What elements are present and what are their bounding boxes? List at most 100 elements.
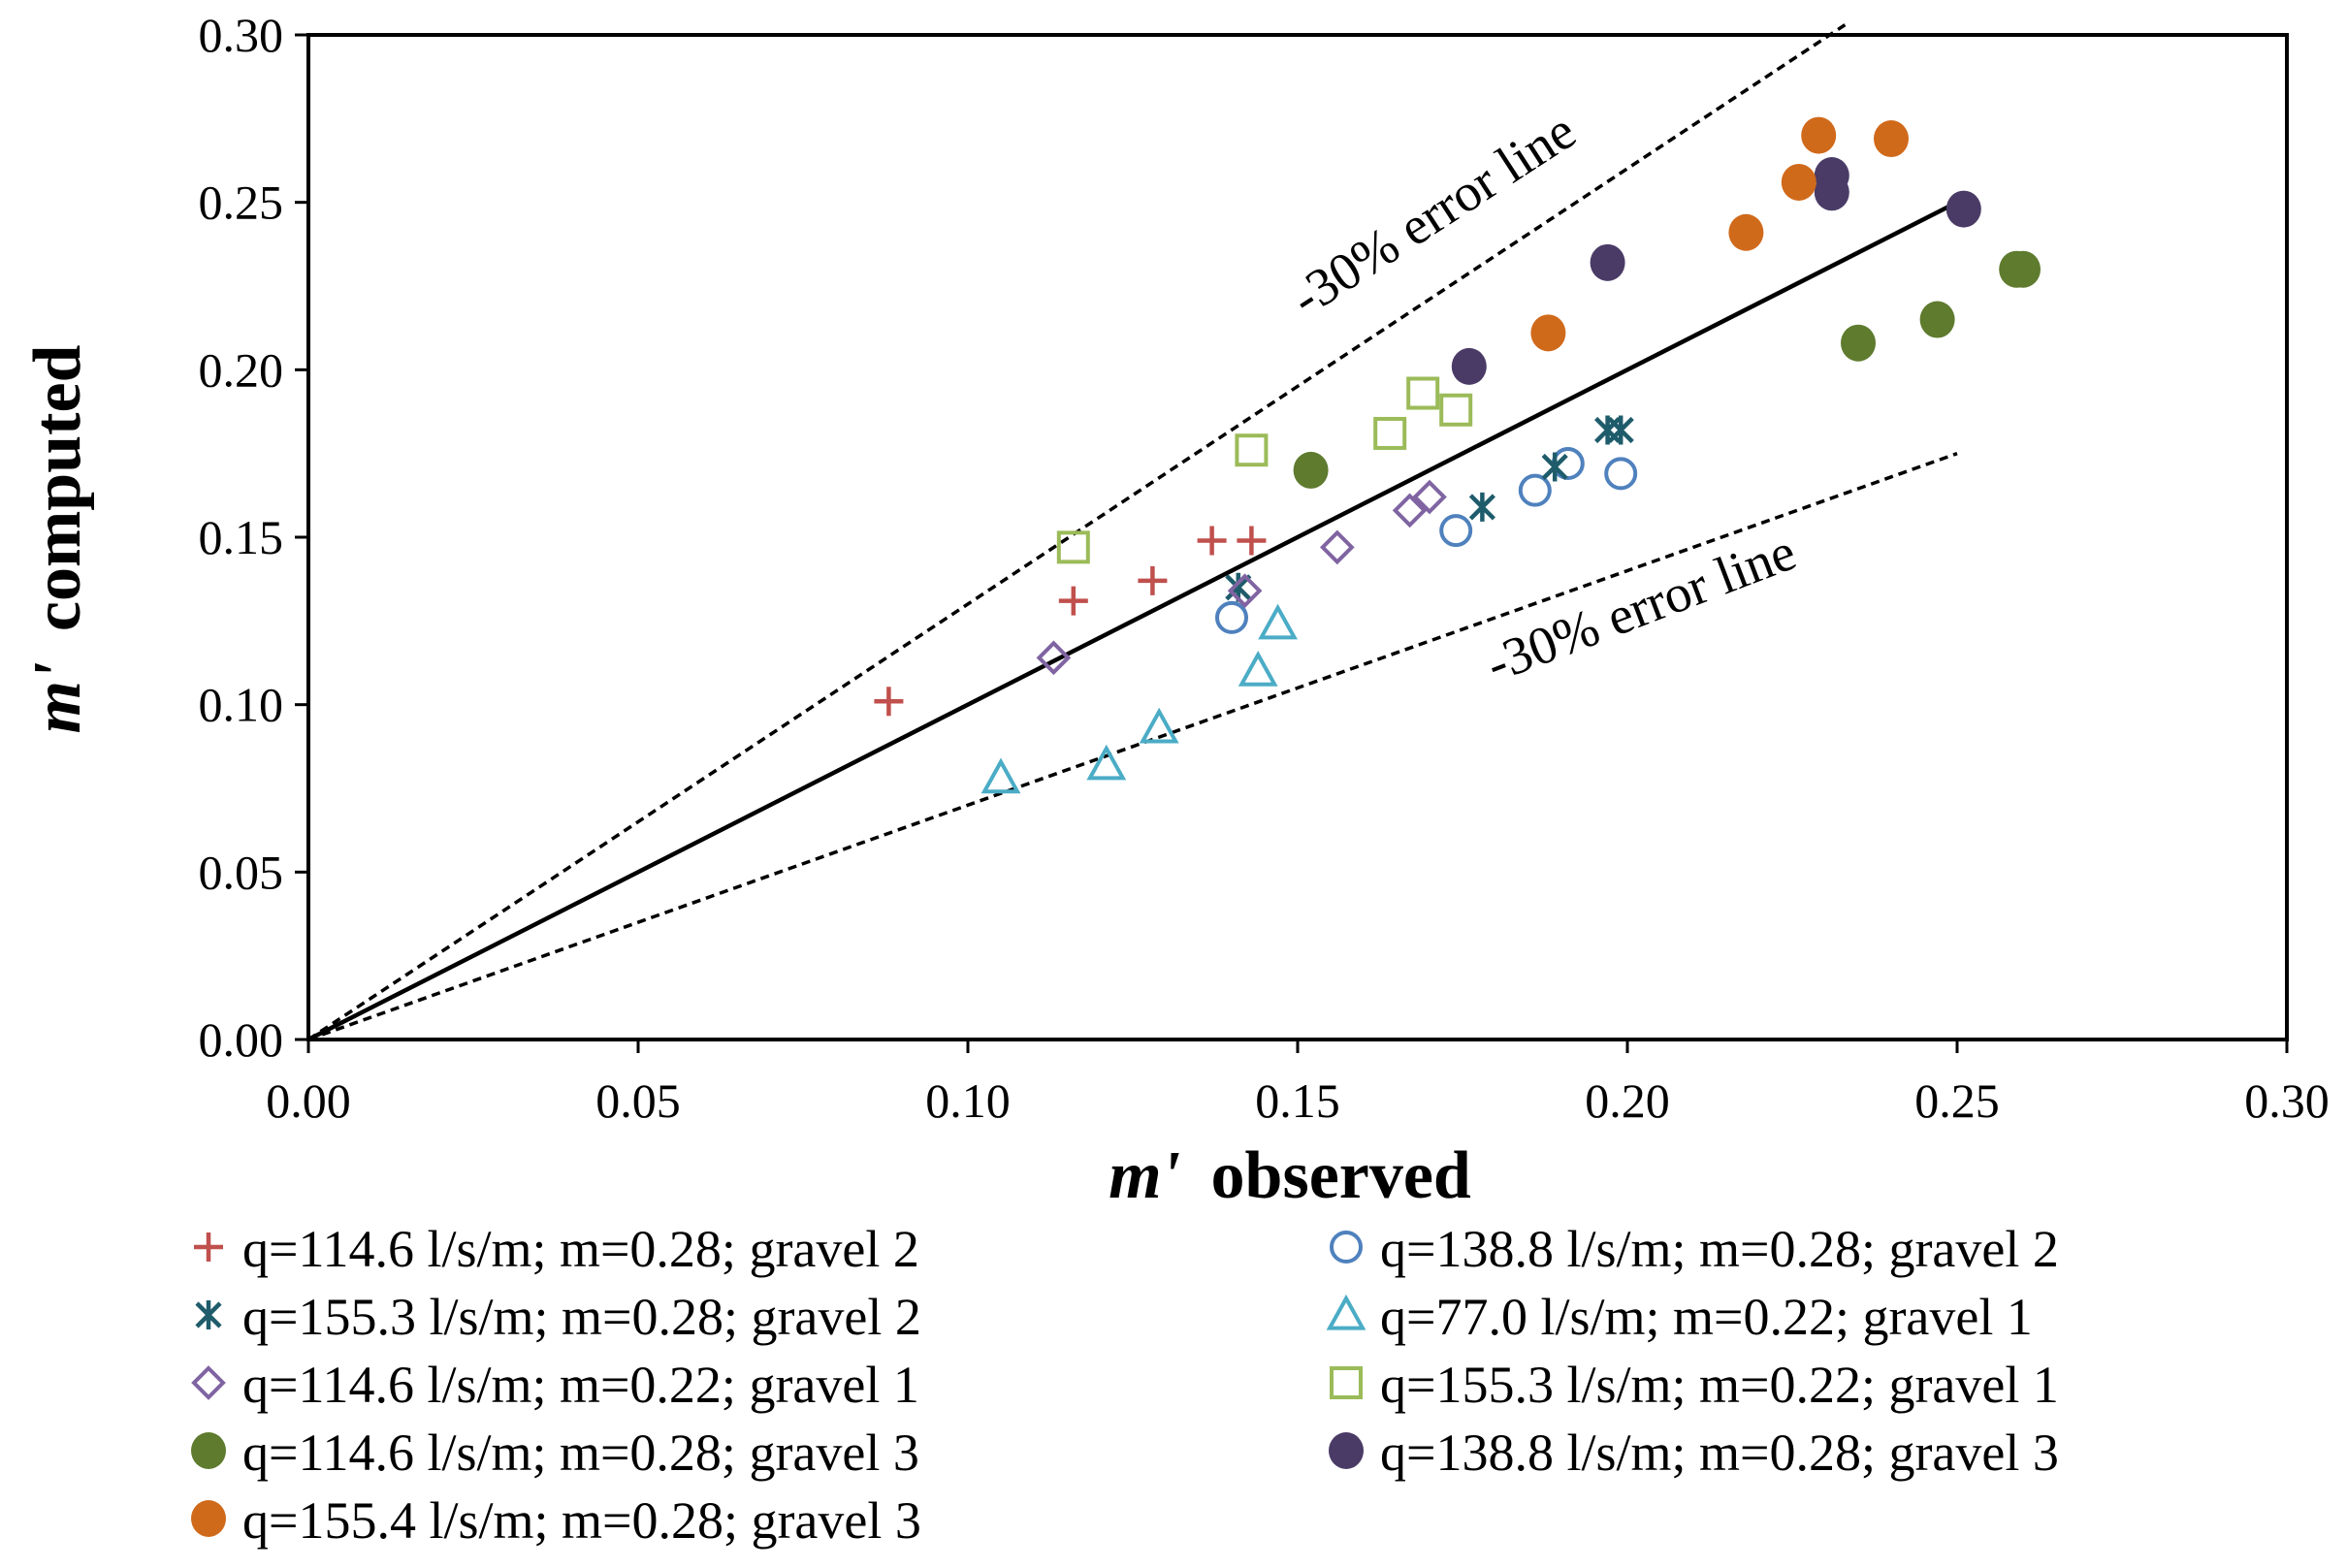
legend-item: q=114.6 l/s/m; m=0.22; gravel 1 <box>191 1356 919 1414</box>
series-2 <box>1215 447 1638 634</box>
data-point <box>1468 492 1495 522</box>
data-point <box>874 687 904 717</box>
data-point <box>1814 157 1849 195</box>
x-axis-title-text: observed <box>1211 1138 1471 1213</box>
legend-marker <box>1326 1294 1366 1330</box>
series-1 <box>874 526 1267 717</box>
legend-label: q=155.3 l/s/m; m=0.28; gravel 2 <box>242 1288 921 1346</box>
legend-item: q=77.0 l/s/m; m=0.22; gravel 1 <box>1326 1288 2033 1346</box>
legend-marker <box>191 1365 226 1400</box>
data-point <box>2006 250 2041 288</box>
data-point <box>1227 573 1263 609</box>
data-point <box>1058 586 1088 616</box>
legend-marker <box>191 1432 226 1469</box>
legend-marker <box>1330 1231 1363 1264</box>
data-point <box>1373 416 1407 450</box>
legend-label: q=155.4 l/s/m; m=0.28; gravel 3 <box>242 1491 921 1550</box>
y-axis-title-text: computed <box>20 344 95 631</box>
x-axis-title: m' observed <box>1109 1138 1471 1213</box>
x-tick-label: 0.15 <box>1255 1073 1340 1128</box>
legend-item: q=155.3 l/s/m; m=0.22; gravel 1 <box>1330 1356 2059 1414</box>
series-4 <box>981 603 1298 794</box>
legend-label: q=155.3 l/s/m; m=0.22; gravel 1 <box>1380 1356 2059 1414</box>
data-point <box>1607 415 1634 445</box>
legend-item: q=155.3 l/s/m; m=0.28; gravel 2 <box>195 1288 921 1346</box>
legend: q=114.6 l/s/m; m=0.28; gravel 2 q=138.8 l… <box>191 1220 2059 1550</box>
data-point <box>1138 565 1168 595</box>
data-point <box>1406 376 1440 410</box>
data-point <box>1258 603 1298 640</box>
y-tick-label: 0.00 <box>199 1012 284 1067</box>
y-axis-title-symbol: m' <box>20 662 95 734</box>
legend-marker <box>194 1232 223 1262</box>
legend-item: q=155.4 l/s/m; m=0.28; gravel 3 <box>191 1491 921 1550</box>
data-point <box>1319 529 1355 565</box>
data-point <box>1451 347 1487 385</box>
legend-label: q=114.6 l/s/m; m=0.22; gravel 1 <box>242 1356 919 1414</box>
y-tick-label: 0.30 <box>199 8 284 62</box>
x-tick-label: 0.05 <box>595 1073 681 1128</box>
data-point <box>1412 479 1447 515</box>
data-point <box>1235 433 1269 467</box>
data-point <box>1590 243 1625 281</box>
data-points <box>874 116 2041 794</box>
data-point <box>1293 451 1329 489</box>
data-point <box>1874 120 1909 158</box>
y-tick-label: 0.15 <box>199 510 284 564</box>
data-point <box>1238 651 1278 687</box>
legend-label: q=77.0 l/s/m; m=0.22; gravel 1 <box>1380 1288 2033 1346</box>
data-point <box>1215 600 1248 634</box>
data-point <box>1439 393 1473 427</box>
series-3 <box>1225 415 1634 602</box>
y-tick-label: 0.05 <box>199 845 284 899</box>
data-point <box>1086 744 1127 781</box>
axis-ticks: 0.00 0.05 0.10 0.15 0.20 0.25 0.30 0.00 0.05 0.10… <box>199 8 2330 1128</box>
perfect-agreement-line <box>306 200 1959 1042</box>
x-tick-label: 0.00 <box>266 1073 351 1128</box>
series-8 <box>1451 157 1981 385</box>
legend-marker <box>191 1500 226 1537</box>
y-axis-title: m' computed <box>20 344 95 733</box>
series-7 <box>1293 250 2041 489</box>
x-tick-label: 0.10 <box>925 1073 1011 1128</box>
data-point <box>1945 190 1981 228</box>
data-point <box>1237 526 1267 556</box>
legend-label: q=138.8 l/s/m; m=0.28; gravel 2 <box>1380 1220 2059 1278</box>
legend-item: q=138.8 l/s/m; m=0.28; gravel 3 <box>1329 1424 2059 1482</box>
minus-30-error-line <box>307 452 1958 1041</box>
legend-marker <box>195 1300 222 1329</box>
x-tick-label: 0.30 <box>2244 1073 2330 1128</box>
data-point <box>1056 530 1090 564</box>
series-6 <box>1056 376 1473 564</box>
legend-item: q=138.8 l/s/m; m=0.28; gravel 2 <box>1330 1220 2059 1278</box>
data-point <box>1919 301 1955 338</box>
data-point <box>1541 452 1568 482</box>
data-point <box>1728 213 1764 251</box>
legend-marker <box>1329 1432 1364 1469</box>
series-9 <box>1530 116 1909 352</box>
data-point <box>1139 707 1179 744</box>
y-tick-label: 0.10 <box>199 678 284 732</box>
data-point <box>1530 314 1566 352</box>
x-tick-label: 0.25 <box>1914 1073 2000 1128</box>
data-point <box>1841 324 1876 362</box>
data-point <box>1036 640 1072 676</box>
data-point <box>1392 493 1428 528</box>
y-tick-label: 0.20 <box>199 342 284 397</box>
legend-item: q=114.6 l/s/m; m=0.28; gravel 2 <box>194 1220 919 1278</box>
data-point <box>1439 514 1473 548</box>
data-point <box>1518 473 1552 507</box>
x-axis-title-symbol: m' <box>1109 1138 1180 1213</box>
data-point <box>1604 457 1638 491</box>
legend-item: q=114.6 l/s/m; m=0.28; gravel 3 <box>191 1424 919 1482</box>
legend-label: q=138.8 l/s/m; m=0.28; gravel 3 <box>1380 1424 2059 1482</box>
legend-marker <box>1330 1366 1363 1399</box>
x-tick-label: 0.20 <box>1585 1073 1670 1128</box>
data-point <box>981 757 1021 794</box>
legend-label: q=114.6 l/s/m; m=0.28; gravel 2 <box>242 1220 919 1278</box>
data-point <box>1781 163 1817 201</box>
data-point <box>1801 116 1837 154</box>
data-point <box>1197 526 1227 556</box>
